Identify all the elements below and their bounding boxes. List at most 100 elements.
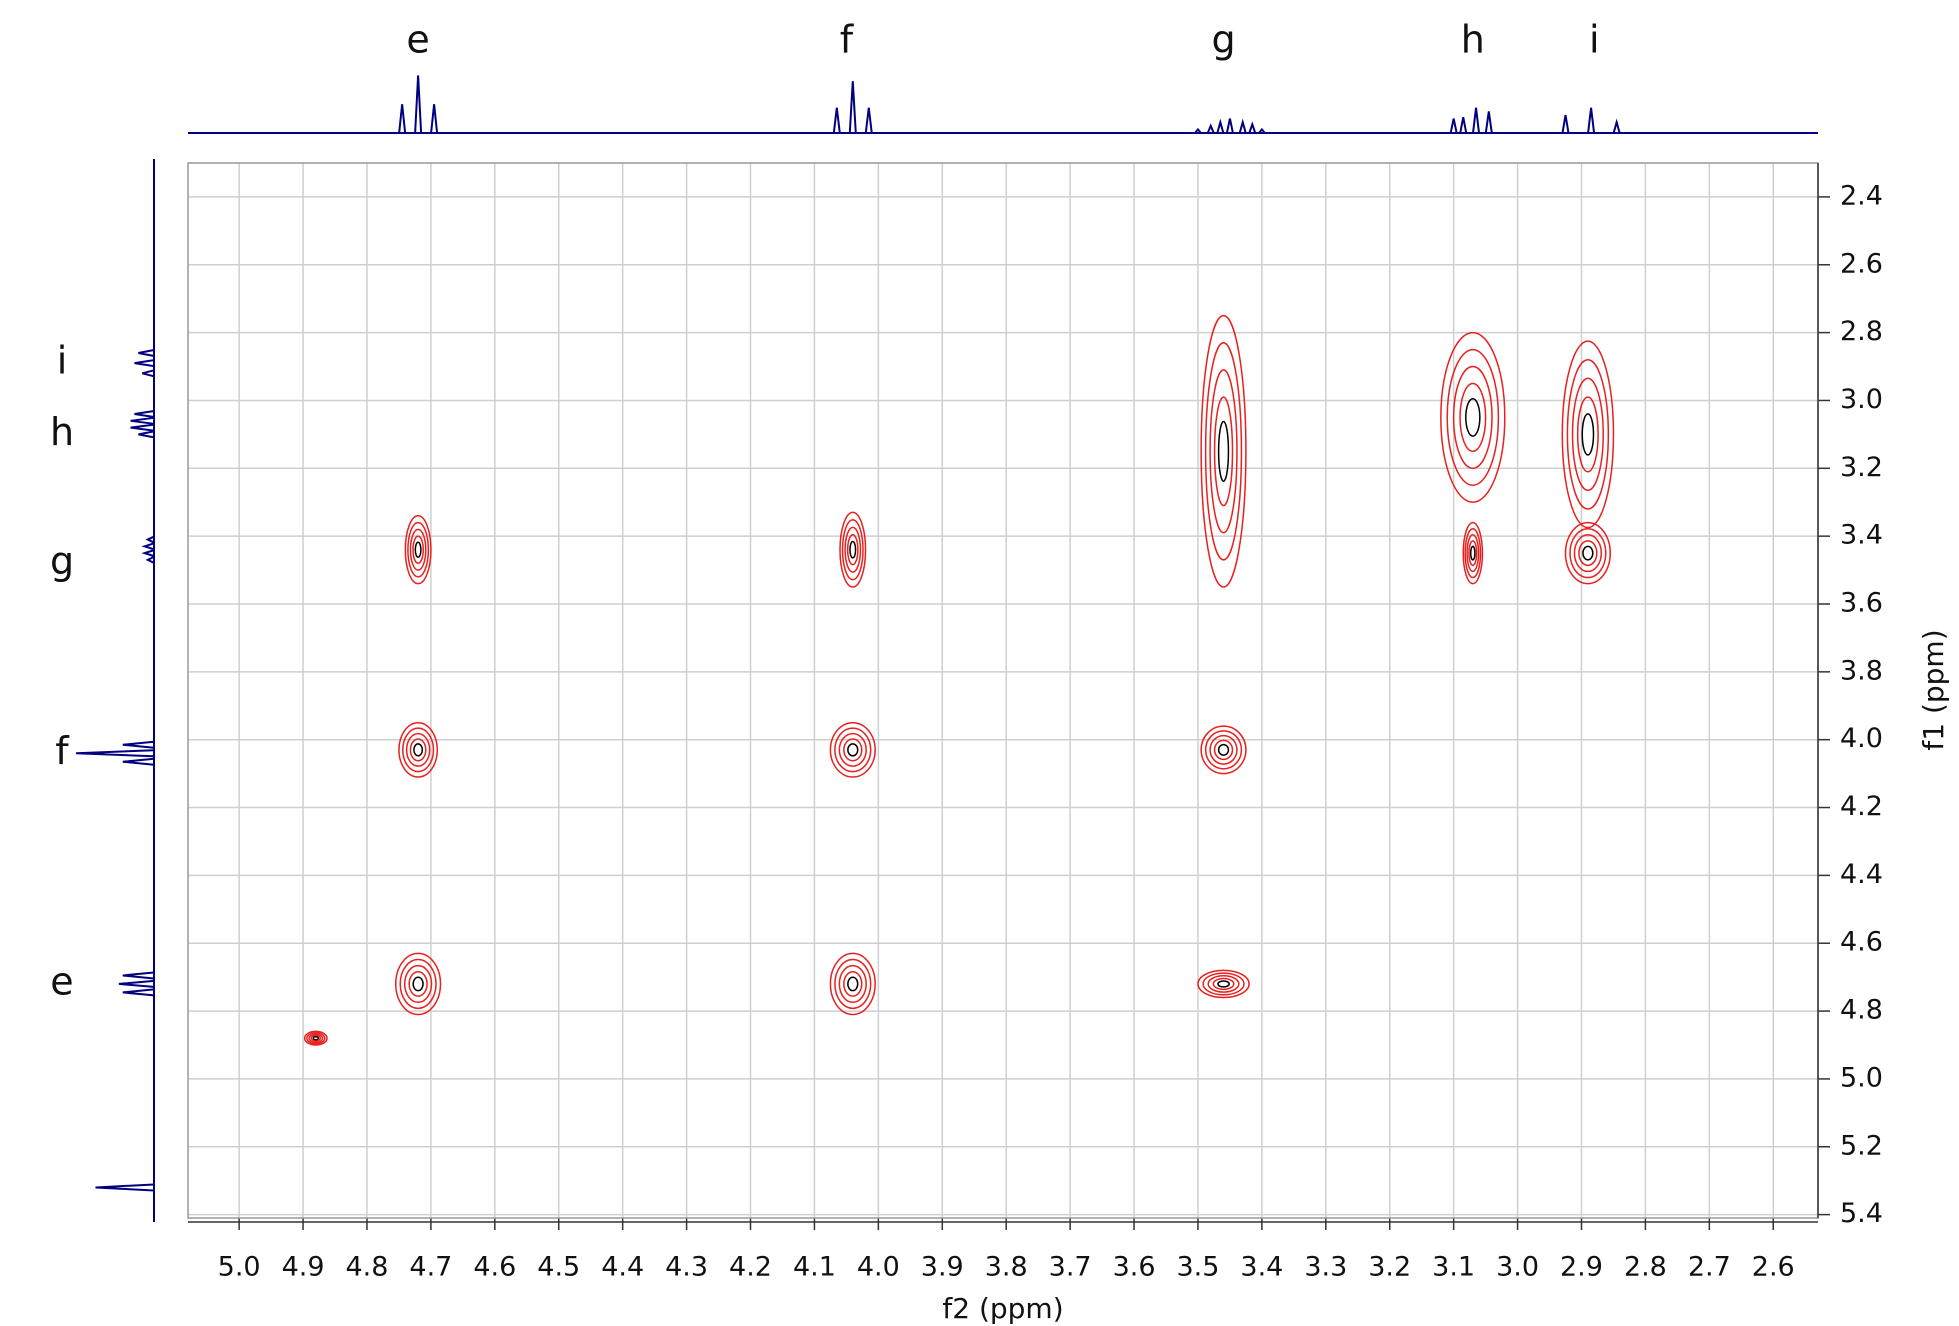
x-tick-label: 3.5 xyxy=(1176,1252,1219,1283)
y-tick-label: 2.4 xyxy=(1840,180,1883,211)
f1-trace-peak xyxy=(130,416,155,425)
f1-trace-peak xyxy=(134,410,155,419)
x-tick-label: 3.9 xyxy=(921,1252,964,1283)
f1-trace-peak xyxy=(122,757,155,766)
y-tick-label: 3.6 xyxy=(1840,587,1883,618)
cross-peak xyxy=(1462,521,1484,585)
x-tick-label: 4.9 xyxy=(282,1252,325,1283)
y-tick-label: 3.8 xyxy=(1840,655,1883,686)
y-tick-label: 3.0 xyxy=(1840,384,1883,415)
y-tick-label: 4.2 xyxy=(1840,791,1883,822)
cross-peak xyxy=(1217,420,1230,482)
x-tick-label: 4.5 xyxy=(537,1252,580,1283)
cross-peak xyxy=(399,958,437,1010)
x-tick-label: 3.3 xyxy=(1304,1252,1347,1283)
y-tick-label: 4.0 xyxy=(1840,723,1883,754)
cross-peak xyxy=(847,743,859,757)
f1-trace-peak xyxy=(141,549,155,558)
x-tick-label: 4.6 xyxy=(473,1252,516,1283)
x-tick-label: 2.8 xyxy=(1624,1252,1667,1283)
cross-peak xyxy=(844,526,862,573)
cross-peak xyxy=(841,519,864,581)
cross-peak xyxy=(1573,534,1603,573)
f2-peak-label: e xyxy=(406,18,429,62)
x-tick-label: 2.7 xyxy=(1688,1252,1731,1283)
cross-peak xyxy=(409,528,427,571)
plot-frame xyxy=(187,162,1819,1219)
f2-peak-label: f xyxy=(840,18,855,62)
y-tick-label: 2.8 xyxy=(1840,316,1883,347)
cross-peak xyxy=(394,952,442,1016)
x-tick-label: 4.8 xyxy=(346,1252,389,1283)
f2-trace-peak xyxy=(1206,123,1215,134)
x-tick-label: 2.9 xyxy=(1560,1252,1603,1283)
cross-peak xyxy=(1578,540,1598,567)
y-tick-label: 3.2 xyxy=(1840,452,1883,483)
y-tick-label: 4.4 xyxy=(1840,859,1883,890)
f2-trace-peak xyxy=(1238,118,1247,134)
cross-peak xyxy=(1566,359,1610,510)
cross-peak xyxy=(1212,977,1235,991)
cross-peak xyxy=(303,1030,328,1046)
f2-peak-label: i xyxy=(1589,18,1600,62)
cross-peak xyxy=(412,976,424,992)
f1-trace-peak xyxy=(138,430,155,439)
cross-peak xyxy=(402,727,435,773)
cross-peak xyxy=(408,970,428,997)
cross-peak xyxy=(1569,527,1607,579)
cross-peak xyxy=(412,535,424,565)
cross-peak xyxy=(1468,540,1478,567)
x-tick-label: 4.2 xyxy=(729,1252,772,1283)
f2-trace-peak xyxy=(864,107,873,134)
cross-peak xyxy=(834,727,872,773)
f1-trace-peak xyxy=(122,988,155,997)
cross-peak xyxy=(403,964,433,1004)
f2-trace-peak xyxy=(398,104,407,134)
cross-peak xyxy=(1202,972,1245,996)
cross-peak xyxy=(407,521,430,578)
cross-peak xyxy=(398,721,439,778)
f1-trace-peak xyxy=(122,740,155,749)
cross-peak xyxy=(1581,413,1595,456)
y-axis-label: f1 (ppm) xyxy=(1917,629,1950,750)
f2-trace-peak xyxy=(1258,127,1266,134)
f1-peak-label: e xyxy=(50,959,73,1003)
cross-peak xyxy=(1197,969,1250,999)
cross-peak xyxy=(1217,743,1230,756)
cross-peak xyxy=(829,721,876,778)
cross-peak xyxy=(846,534,859,566)
cross-peak xyxy=(1207,975,1240,993)
cross-peak xyxy=(1582,545,1594,561)
x-tick-label: 3.7 xyxy=(1049,1252,1092,1283)
cross-peak xyxy=(1469,545,1476,561)
cross-peak xyxy=(1564,521,1612,585)
f2-trace-peak xyxy=(1216,118,1225,134)
cross-peak xyxy=(839,511,867,588)
f1-trace-peak xyxy=(134,359,155,368)
f2-trace-peak xyxy=(848,81,857,134)
f2-trace-peak xyxy=(832,107,841,134)
f1-trace-peak xyxy=(122,971,155,980)
x-tick-label: 3.2 xyxy=(1368,1252,1411,1283)
cross-peak xyxy=(1561,340,1615,529)
f2-trace-peak xyxy=(1459,116,1468,134)
cross-peak xyxy=(1213,739,1234,761)
cross-peak xyxy=(310,1034,322,1042)
x-tick-label: 4.0 xyxy=(857,1252,900,1283)
cross-peak xyxy=(829,952,876,1016)
f2-trace-peak xyxy=(1561,114,1570,134)
f1-trace-peak xyxy=(138,348,155,357)
f1-peak-label: g xyxy=(50,539,74,583)
x-tick-label: 4.4 xyxy=(601,1252,644,1283)
x-tick-label: 3.1 xyxy=(1432,1252,1475,1283)
cross-peak xyxy=(1465,398,1481,437)
cross-peak xyxy=(1204,730,1243,770)
x-tick-label: 3.6 xyxy=(1113,1252,1156,1283)
cross-peak xyxy=(1209,369,1238,534)
cross-peak xyxy=(405,732,431,767)
cross-peak xyxy=(1209,734,1238,765)
f2-trace-peak xyxy=(1484,111,1493,134)
x-tick-label: 4.1 xyxy=(793,1252,836,1283)
